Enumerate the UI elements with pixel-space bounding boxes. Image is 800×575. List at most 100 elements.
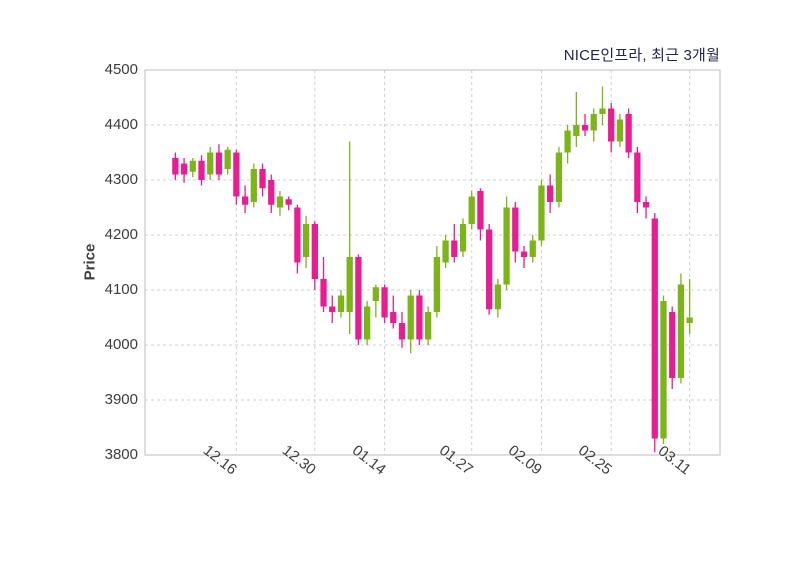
candle-body [224, 149, 231, 169]
candle-body [320, 279, 327, 307]
candle-body [189, 160, 196, 172]
candle-body [520, 251, 528, 257]
candle [520, 246, 528, 268]
candle-body [677, 284, 685, 378]
candle-body [311, 224, 318, 279]
candle [311, 221, 318, 290]
candle-body [207, 152, 214, 175]
candle-body [590, 114, 597, 131]
candle [564, 125, 571, 164]
candle-body [669, 312, 676, 378]
candle [669, 306, 676, 389]
candle [268, 174, 275, 213]
candle-body [564, 130, 571, 153]
candle [189, 158, 196, 178]
candle-body [285, 199, 292, 205]
candle [302, 215, 310, 268]
candle [198, 155, 205, 186]
candle-body [233, 152, 240, 197]
candle [459, 218, 467, 257]
candle-body [337, 295, 345, 312]
candle-body [503, 207, 510, 285]
candle [363, 301, 371, 345]
y-tick-label: 4400 [104, 116, 138, 133]
candle-body [398, 323, 406, 340]
candle [616, 114, 624, 147]
candle-body [268, 180, 275, 205]
candle-body [547, 185, 554, 202]
candle [180, 158, 188, 183]
candle-body [634, 152, 641, 202]
y-tick-label: 4100 [104, 281, 138, 298]
y-tick-label: 4300 [104, 171, 138, 188]
candle [355, 254, 362, 345]
plot-frame [144, 69, 721, 456]
candle [285, 196, 292, 211]
candle [677, 273, 685, 384]
y-tick-label: 4000 [104, 336, 138, 353]
candle [381, 284, 388, 323]
candle-body [529, 240, 536, 257]
candle [529, 235, 536, 263]
candle-body [686, 317, 693, 323]
candle-body [407, 295, 414, 340]
candle [686, 279, 693, 334]
candle-body [451, 240, 458, 257]
candle-body [625, 114, 632, 153]
candle [486, 224, 493, 315]
candle [172, 152, 179, 180]
candle-body [608, 108, 615, 142]
candle-body [442, 240, 449, 263]
candle-body [390, 312, 397, 323]
y-tick-label: 3900 [104, 391, 138, 408]
candle [425, 306, 432, 345]
candle [512, 202, 519, 263]
candle-body [259, 169, 266, 189]
candle-body [486, 229, 493, 310]
candle [433, 246, 440, 318]
candle [477, 188, 484, 241]
candle-body [172, 158, 179, 175]
candle [372, 284, 379, 318]
candle-body [372, 287, 379, 301]
candle-body [250, 169, 257, 202]
candle [233, 149, 240, 205]
candle [573, 92, 580, 147]
candle [442, 235, 449, 268]
candle [608, 103, 615, 153]
candle-body [459, 224, 467, 252]
candle [320, 257, 327, 312]
candle [329, 295, 336, 323]
candle-body [538, 185, 545, 241]
candle [276, 191, 284, 216]
candle-body [294, 207, 301, 263]
candle-body [346, 257, 353, 312]
candles [172, 86, 693, 453]
candle [599, 86, 606, 125]
candle [407, 290, 414, 354]
candle [503, 196, 510, 290]
candle-body [329, 306, 336, 312]
candle-body [494, 284, 502, 310]
candle [660, 295, 667, 444]
candle [346, 141, 353, 334]
candle-body [660, 301, 667, 439]
candle [250, 163, 257, 208]
candle [590, 108, 597, 142]
candle-body [581, 125, 589, 131]
candle-body [555, 152, 563, 202]
candle-body [468, 196, 475, 224]
candle [634, 147, 641, 213]
y-axis-label: Price [81, 243, 99, 281]
candle [337, 290, 345, 318]
candle-body [276, 196, 284, 208]
candle [642, 196, 650, 219]
candle-body [241, 196, 249, 205]
candle-body [512, 207, 519, 252]
candle [398, 312, 406, 348]
candle-body [302, 224, 310, 257]
candle-body [215, 152, 223, 175]
candle-body [425, 312, 432, 340]
